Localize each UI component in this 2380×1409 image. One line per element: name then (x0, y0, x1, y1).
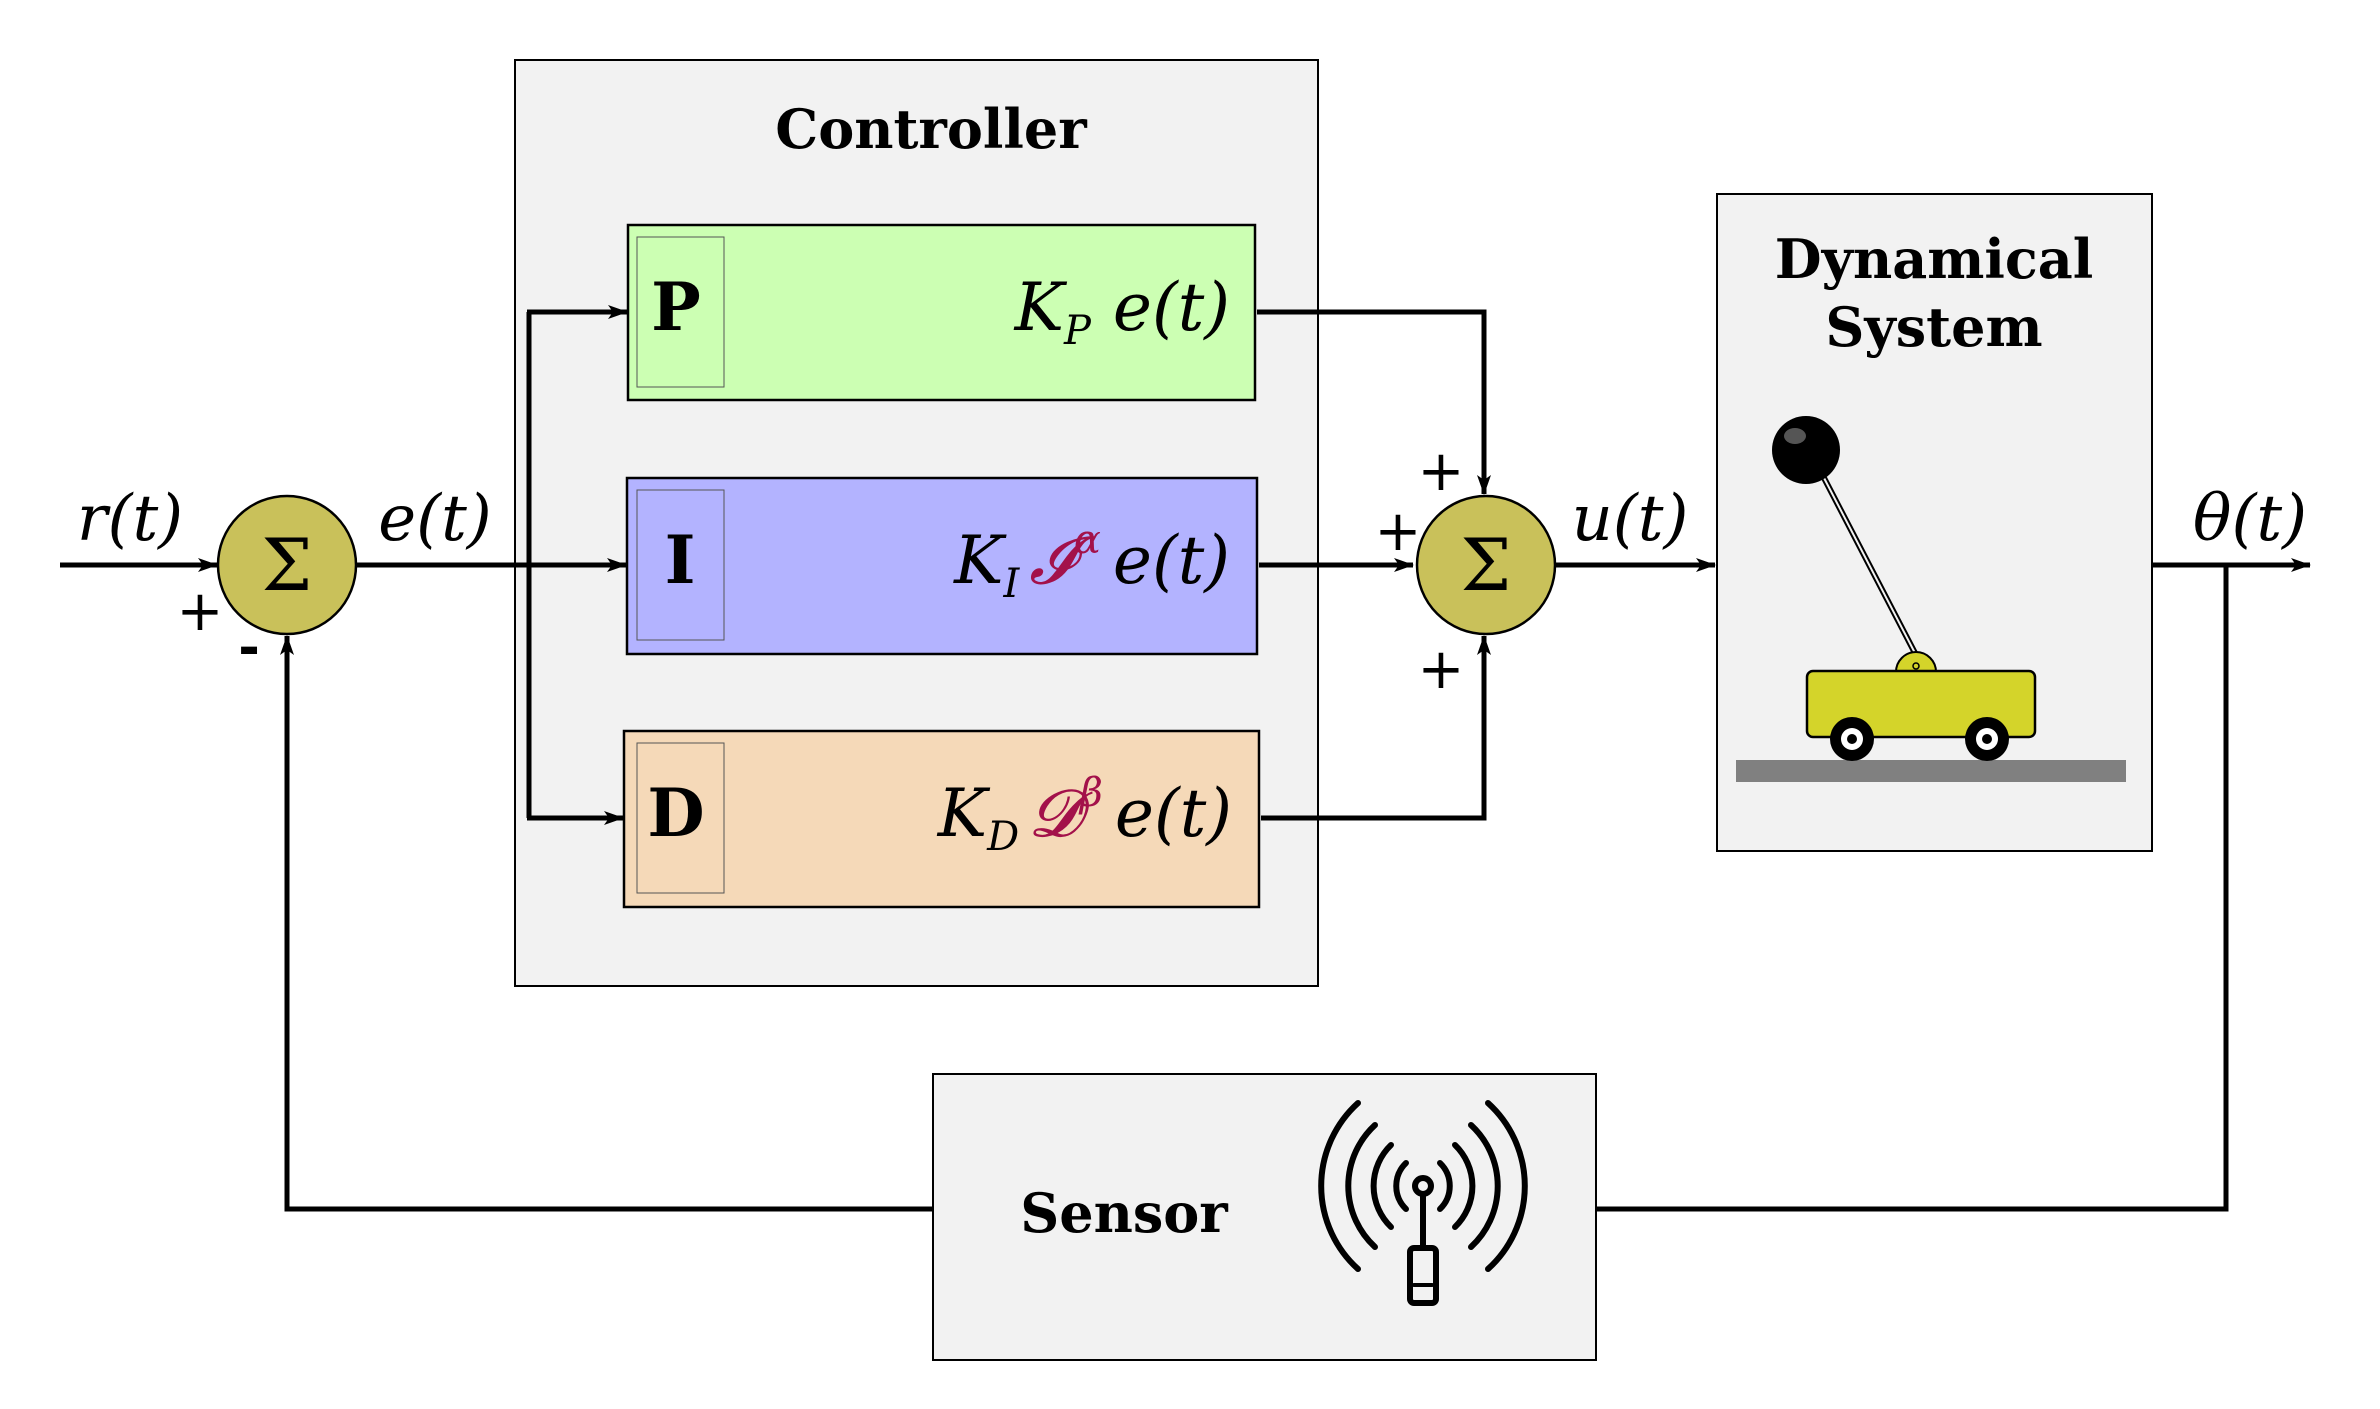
wave-right-4 (1485, 1100, 1528, 1272)
i-letter-box (636, 489, 725, 641)
i-letter: I (665, 521, 696, 599)
sum2-plus-top: + (1418, 439, 1465, 504)
d-term: KD 𝓓β e(t) (937, 770, 1232, 860)
p-letter: P (651, 268, 701, 346)
reference-label: r(t) (77, 482, 183, 556)
i-operator-power: α (1074, 517, 1101, 563)
p-gain-subscript: P (1063, 308, 1092, 354)
pivot-pin (1912, 662, 1920, 670)
pivot-mount (1894, 651, 1938, 673)
d-gain-subscript: D (986, 814, 1019, 860)
sum2-plus-left: + (1375, 499, 1422, 564)
wave-left-4 (1318, 1100, 1361, 1272)
wave-right-3 (1468, 1122, 1501, 1250)
plant-panel (1716, 193, 2153, 852)
output-label: θ(t) (2193, 482, 2307, 556)
cart-wheel-left-hub (1847, 734, 1857, 744)
plant-title-line2: System (1825, 295, 2042, 359)
sum1-minus: - (238, 618, 260, 678)
feedback-from-output (1596, 565, 2229, 1212)
i-gain-subscript: I (1002, 561, 1020, 607)
wave-left-1 (1393, 1160, 1409, 1212)
d-signal: e(t) (1115, 775, 1232, 852)
p-gain: K (1014, 269, 1068, 346)
d-output-path (1261, 635, 1491, 821)
p-signal: e(t) (1113, 269, 1230, 346)
wave-right-2 (1452, 1142, 1476, 1230)
ground-track (1736, 760, 2126, 782)
pendulum-bob (1772, 416, 1840, 484)
sum2-plus-bottom: + (1418, 637, 1465, 702)
wave-left-2 (1370, 1142, 1394, 1230)
p-block (626, 223, 1257, 402)
d-letter-box (636, 742, 725, 894)
p-letter-box (636, 236, 725, 388)
controller-title: Controller (775, 97, 1087, 161)
d-block (622, 729, 1261, 909)
i-signal: e(t) (1113, 522, 1230, 599)
d-operator-power: β (1078, 770, 1103, 816)
d-letter: D (647, 774, 704, 852)
pendulum-bob-highlight (1784, 428, 1806, 444)
i-gain: K (953, 522, 1007, 599)
pendulum-rod-inner (1809, 450, 1917, 656)
wave-right-1 (1437, 1160, 1453, 1212)
sum1-plus: + (177, 579, 224, 644)
feedback-to-sum (280, 635, 933, 1212)
d-gain: K (937, 775, 991, 852)
antenna-icon (1318, 1100, 1528, 1306)
sensor-panel (932, 1073, 1597, 1361)
plant-title-line1: Dynamical (1775, 227, 2094, 291)
control-label: u(t) (1572, 482, 1689, 556)
sensor-title: Sensor (1020, 1181, 1228, 1245)
p-term: KP e(t) (1014, 269, 1230, 354)
sum2-symbol: Σ (1461, 523, 1512, 607)
i-block (625, 476, 1259, 656)
error-label: e(t) (378, 482, 492, 556)
sum1-symbol: Σ (262, 523, 313, 607)
cart-wheel-right-hub (1982, 734, 1992, 744)
p-output-path (1257, 309, 1491, 495)
cart-pole-illustration (1736, 416, 2126, 782)
antenna-handle (1407, 1245, 1439, 1306)
wave-left-3 (1345, 1122, 1378, 1250)
